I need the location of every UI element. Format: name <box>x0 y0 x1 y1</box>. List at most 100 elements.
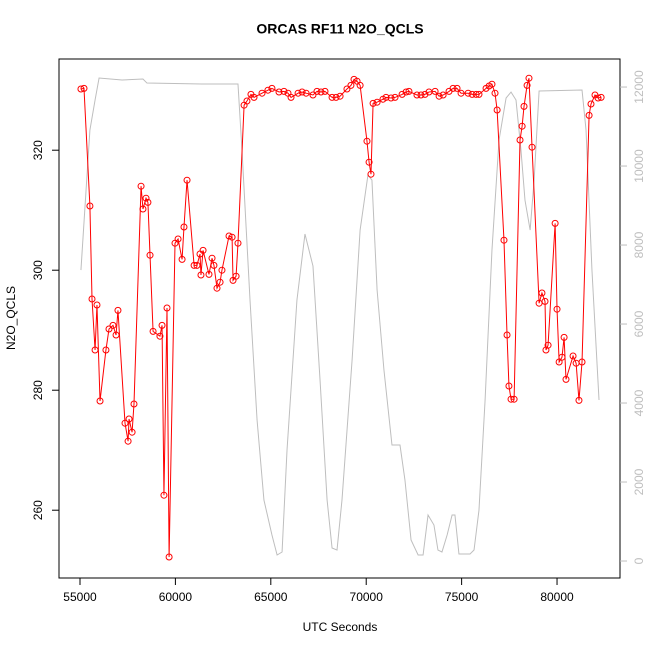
y2-tick-label: 10000 <box>632 149 646 183</box>
data-point <box>77 85 85 93</box>
data-point <box>336 92 344 100</box>
data-point <box>96 397 104 405</box>
data-point <box>405 87 413 95</box>
y2-tick-label: 0 <box>632 557 646 564</box>
data-point <box>553 305 561 313</box>
data-point <box>142 194 150 202</box>
x-tick-label: 70000 <box>350 590 384 604</box>
data-point <box>575 396 583 404</box>
data-point <box>382 93 390 101</box>
data-point <box>500 236 508 244</box>
data-point <box>431 87 439 95</box>
data-point <box>328 93 336 101</box>
data-point <box>163 304 171 312</box>
data-point <box>205 270 213 278</box>
y2-tick-label: 2000 <box>632 468 646 495</box>
data-point <box>137 182 145 190</box>
data-point <box>488 80 496 88</box>
data-point <box>232 272 240 280</box>
data-point <box>130 400 138 408</box>
data-point <box>560 333 568 341</box>
data-point <box>569 352 577 360</box>
data-point <box>468 90 476 98</box>
data-point <box>149 327 157 335</box>
data-point <box>218 266 226 274</box>
data-point <box>250 93 258 101</box>
x-tick-label: 65000 <box>254 590 288 604</box>
data-point <box>597 93 605 101</box>
data-point <box>91 346 99 354</box>
data-point <box>124 437 132 445</box>
data-point <box>520 102 528 110</box>
data-point <box>287 93 295 101</box>
data-point <box>105 325 113 333</box>
data-point <box>417 91 425 99</box>
plot-box <box>58 58 621 579</box>
data-point <box>503 331 511 339</box>
data-point <box>125 415 133 423</box>
data-point <box>578 358 586 366</box>
data-point <box>234 239 242 247</box>
data-point <box>146 251 154 259</box>
data-point <box>197 271 205 279</box>
data-point <box>165 553 173 561</box>
data-point <box>453 84 461 92</box>
data-point <box>199 246 207 254</box>
data-point <box>190 261 198 269</box>
data-point <box>516 136 524 144</box>
data-point <box>518 122 526 130</box>
data-point <box>464 89 472 97</box>
data-point <box>435 92 443 100</box>
data-point <box>413 91 421 99</box>
data-point <box>544 341 552 349</box>
x-tick-label: 55000 <box>63 590 97 604</box>
data-point <box>343 85 351 93</box>
data-point <box>594 94 602 102</box>
data-point <box>280 87 288 95</box>
data-point <box>302 89 310 97</box>
data-point <box>402 88 410 96</box>
data-point <box>228 233 236 241</box>
data-point <box>294 89 302 97</box>
data-point <box>210 261 218 269</box>
data-point <box>93 301 101 309</box>
data-point <box>525 74 533 82</box>
data-point <box>491 89 499 97</box>
y-tick-label: 260 <box>31 500 45 520</box>
data-point <box>507 395 515 403</box>
data-point <box>264 86 272 94</box>
data-point <box>298 88 306 96</box>
x-axis-label: UTC Seconds <box>303 620 378 634</box>
data-point <box>268 84 276 92</box>
y2-tick-label: 12000 <box>632 70 646 104</box>
data-point <box>587 100 595 108</box>
data-point <box>505 382 513 390</box>
data-point <box>160 491 168 499</box>
chart-title: ORCAS RF11 N2O_QCLS <box>256 21 423 37</box>
data-point <box>457 89 465 97</box>
data-point <box>317 88 325 96</box>
data-point <box>528 143 536 151</box>
data-point <box>562 375 570 383</box>
x-tick-label: 75000 <box>445 590 479 604</box>
data-point <box>367 170 375 178</box>
data-point <box>144 198 152 206</box>
data-point <box>88 295 96 303</box>
data-point <box>178 255 186 263</box>
data-point <box>158 321 166 329</box>
data-point <box>183 176 191 184</box>
data-point <box>309 91 317 99</box>
data-point <box>213 284 221 292</box>
data-point <box>139 205 147 213</box>
data-point <box>373 98 381 106</box>
data-point <box>363 137 371 145</box>
x-tick-label: 60000 <box>159 590 193 604</box>
y2-tick-label: 8000 <box>632 231 646 258</box>
data-point <box>356 81 364 89</box>
data-point <box>541 297 549 305</box>
series-line <box>80 77 600 556</box>
data-point <box>332 93 340 101</box>
data-point <box>102 346 110 354</box>
